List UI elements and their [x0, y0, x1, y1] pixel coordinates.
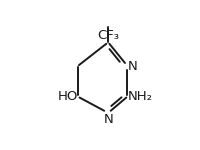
- Text: CF₃: CF₃: [97, 29, 119, 42]
- Text: N: N: [103, 113, 113, 126]
- Text: NH₂: NH₂: [127, 90, 152, 103]
- Text: N: N: [127, 60, 137, 73]
- Text: HO: HO: [57, 90, 78, 103]
